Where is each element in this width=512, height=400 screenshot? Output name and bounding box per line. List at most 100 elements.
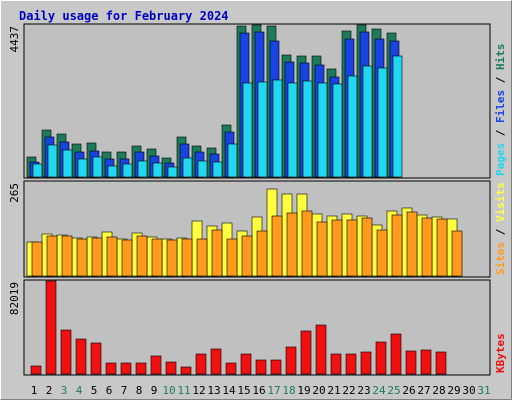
x-tick-label-day-30: 30 bbox=[462, 384, 475, 397]
bar-kbytes-day-24 bbox=[375, 341, 387, 375]
x-tick-label-day-2: 2 bbox=[46, 384, 53, 397]
x-tick-label-day-6: 6 bbox=[106, 384, 113, 397]
bar-kbytes-day-10 bbox=[165, 361, 177, 375]
bar-pages-day-8 bbox=[137, 160, 148, 178]
bar-pages-day-11 bbox=[182, 157, 193, 178]
bar-pages-day-17 bbox=[272, 79, 283, 178]
bar-pages-day-9 bbox=[152, 162, 163, 178]
bar-pages-day-6 bbox=[107, 165, 118, 178]
x-tick-label-day-28: 28 bbox=[432, 384, 445, 397]
chart-panels: 4437 Pages / Files / Hits 265 Sites / Visit… bbox=[8, 23, 507, 376]
bar-sites-day-13 bbox=[211, 229, 223, 277]
x-tick-label-day-1: 1 bbox=[31, 384, 38, 397]
x-tick-label-day-26: 26 bbox=[402, 384, 415, 397]
x-tick-label-day-25: 25 bbox=[387, 384, 400, 397]
side-legend-files: Files bbox=[494, 90, 507, 123]
bar-sites-day-11 bbox=[181, 238, 193, 277]
x-tick-label-day-21: 21 bbox=[327, 384, 340, 397]
bar-pages-day-7 bbox=[122, 163, 133, 178]
x-tick-label-day-11: 11 bbox=[177, 384, 190, 397]
bar-kbytes-day-19 bbox=[300, 330, 312, 375]
x-tick-label-day-14: 14 bbox=[222, 384, 236, 397]
side-legend-hits: Hits bbox=[494, 44, 507, 71]
bar-kbytes-day-2 bbox=[45, 280, 57, 375]
bar-pages-day-12 bbox=[197, 160, 208, 178]
bar-pages-day-21 bbox=[332, 83, 343, 178]
bar-sites-day-10 bbox=[166, 239, 178, 277]
bar-sites-day-19 bbox=[301, 210, 313, 277]
x-tick-label-day-16: 16 bbox=[252, 384, 265, 397]
x-tick-label-day-29: 29 bbox=[447, 384, 460, 397]
y-max-label-kbytes: 82019 bbox=[8, 282, 21, 315]
bar-kbytes-day-5 bbox=[90, 342, 102, 375]
bar-sites-day-1 bbox=[31, 241, 43, 277]
bar-kbytes-day-17 bbox=[270, 359, 282, 375]
x-tick-label-day-3: 3 bbox=[61, 384, 68, 397]
x-tick-label-day-27: 27 bbox=[417, 384, 430, 397]
bar-kbytes-day-21 bbox=[330, 353, 342, 375]
bar-pages-day-18 bbox=[287, 82, 298, 178]
bar-kbytes-day-3 bbox=[60, 329, 72, 375]
side-legend-hits: Pages / Files / Hits bbox=[494, 44, 507, 177]
x-tick-label-day-8: 8 bbox=[136, 384, 143, 397]
side-legend-pages: Pages bbox=[494, 143, 507, 176]
x-tick-label-day-9: 9 bbox=[151, 384, 158, 397]
bar-kbytes-day-16 bbox=[255, 359, 267, 375]
bar-sites-day-21 bbox=[331, 219, 343, 277]
bar-pages-day-22 bbox=[347, 75, 358, 178]
bar-sites-day-4 bbox=[76, 238, 88, 277]
panel-kbytes: 82019 KBytes bbox=[8, 279, 507, 376]
bar-sites-day-8 bbox=[136, 235, 148, 277]
side-legend-separator: / bbox=[494, 70, 507, 90]
bar-sites-day-6 bbox=[106, 236, 118, 277]
bar-kbytes-day-13 bbox=[210, 348, 222, 375]
bar-sites-day-15 bbox=[241, 235, 253, 277]
bar-sites-day-26 bbox=[406, 211, 418, 277]
bar-pages-day-2 bbox=[47, 144, 58, 178]
x-tick-label-day-5: 5 bbox=[91, 384, 98, 397]
bar-pages-day-4 bbox=[77, 158, 88, 178]
bar-kbytes-day-8 bbox=[135, 362, 147, 375]
bar-sites-day-24 bbox=[376, 229, 388, 277]
bar-sites-day-3 bbox=[61, 235, 73, 277]
bar-sites-day-16 bbox=[256, 230, 268, 277]
x-tick-label-day-22: 22 bbox=[342, 384, 355, 397]
bar-pages-day-14 bbox=[227, 143, 238, 178]
chart-title: Daily usage for February 2024 bbox=[19, 9, 229, 23]
bar-kbytes-day-14 bbox=[225, 362, 237, 375]
x-tick-label-day-10: 10 bbox=[162, 384, 175, 397]
bar-pages-day-20 bbox=[317, 82, 328, 178]
side-legend-visits: Visits bbox=[494, 182, 507, 222]
bar-sites-day-23 bbox=[361, 217, 373, 277]
x-tick-label-day-31: 31 bbox=[477, 384, 490, 397]
bar-sites-day-2 bbox=[46, 235, 58, 277]
panel-visits: 265 Sites / Visits bbox=[8, 180, 507, 278]
y-max-label-hits: 4437 bbox=[8, 26, 21, 53]
bar-kbytes-day-11 bbox=[180, 366, 192, 375]
bar-kbytes-day-23 bbox=[360, 351, 372, 375]
bar-kbytes-day-4 bbox=[75, 338, 87, 375]
bar-kbytes-day-28 bbox=[435, 351, 447, 375]
bar-pages-day-10 bbox=[167, 166, 178, 178]
x-tick-label-day-15: 15 bbox=[237, 384, 250, 397]
bar-pages-day-19 bbox=[302, 80, 313, 178]
x-tick-label-day-7: 7 bbox=[121, 384, 128, 397]
bar-sites-day-7 bbox=[121, 239, 133, 277]
x-tick-label-day-4: 4 bbox=[76, 384, 83, 397]
bar-sites-day-22 bbox=[346, 219, 358, 277]
bar-sites-day-25 bbox=[391, 214, 403, 277]
y-max-label-visits: 265 bbox=[8, 183, 21, 203]
bar-pages-day-3 bbox=[62, 149, 73, 178]
bar-sites-day-20 bbox=[316, 221, 328, 277]
bar-kbytes-day-9 bbox=[150, 355, 162, 375]
bar-sites-day-5 bbox=[91, 237, 103, 277]
bar-kbytes-day-12 bbox=[195, 353, 207, 375]
bar-sites-day-29 bbox=[451, 230, 463, 277]
side-legend-separator: / bbox=[494, 222, 507, 242]
bar-kbytes-day-20 bbox=[315, 324, 327, 375]
bar-pages-day-13 bbox=[212, 161, 223, 178]
bar-kbytes-day-22 bbox=[345, 353, 357, 375]
bar-pages-day-25 bbox=[392, 55, 403, 178]
bar-pages-day-16 bbox=[257, 81, 268, 178]
bar-kbytes-day-25 bbox=[390, 333, 402, 375]
